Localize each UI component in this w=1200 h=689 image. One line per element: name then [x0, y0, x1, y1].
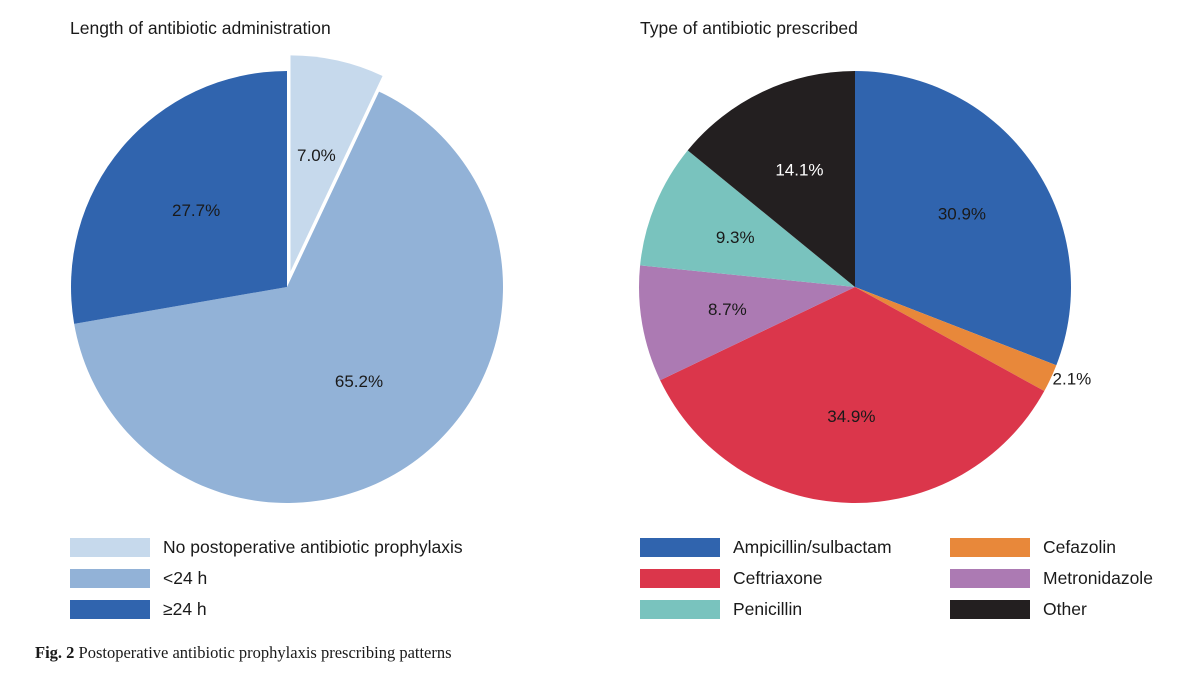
legend-swatch	[70, 537, 150, 557]
legend-swatch	[640, 537, 720, 557]
legend-label: Cefazolin	[1043, 536, 1116, 557]
figure-label: Fig. 2	[35, 643, 75, 662]
pie-slice-ampicillin-sulbactam	[855, 71, 1071, 366]
legend-label: Other	[1043, 598, 1087, 619]
data-label-24-h: 27.7%	[172, 201, 220, 220]
chart-title-length: Length of antibiotic administration	[70, 18, 331, 38]
pie-slice-metronidazole	[639, 265, 855, 381]
legend-swatch	[950, 599, 1030, 619]
legend-item-ceftriaxone: Ceftriaxone	[640, 567, 823, 589]
legend-swatch	[70, 599, 150, 619]
legend-item-other: Other	[950, 598, 1087, 620]
data-label-penicillin: 9.3%	[716, 228, 755, 247]
legend-item-penicillin: Penicillin	[640, 598, 802, 620]
pie-slice-24-h	[71, 71, 287, 324]
legend-label: ≥24 h	[163, 598, 207, 619]
figure-caption: Fig. 2 Postoperative antibiotic prophyla…	[35, 643, 452, 663]
legend-item-cefazolin: Cefazolin	[950, 536, 1116, 558]
pie-chart-type: 30.9% 2.1% 34.9% 8.7% 9.3% 14.1%	[639, 71, 1092, 504]
legend-swatch	[70, 568, 150, 588]
legend-item-over-24h: ≥24 h	[70, 598, 207, 620]
data-label-24-h: 65.2%	[335, 372, 383, 391]
legend-label: Penicillin	[733, 598, 803, 619]
legend-swatch	[640, 599, 720, 619]
pie-slice-ceftriaxone	[660, 287, 1045, 504]
legend-item-no-prophylaxis: No postoperative antibiotic prophylaxis	[70, 536, 463, 558]
legend-swatch	[950, 568, 1030, 588]
data-label-ceftriaxone: 34.9%	[827, 407, 875, 426]
pie-slice-24-h	[74, 91, 504, 504]
legend-item-ampicillin-sulbactam: Ampicillin/sulbactam	[640, 536, 892, 558]
data-label-metronidazole: 8.7%	[708, 300, 747, 319]
legend-label: Metronidazole	[1043, 567, 1153, 588]
pie-slice-other	[687, 71, 855, 287]
legend-swatch	[640, 568, 720, 588]
legend-label: No postoperative antibiotic prophylaxis	[163, 536, 463, 557]
legend-label: <24 h	[163, 567, 208, 588]
pie-chart-length: 7.0% 65.2% 27.7%	[71, 55, 504, 504]
pie-slice-no-postoperative-antibiotic-prophylaxis	[290, 55, 383, 272]
legend-swatch	[950, 537, 1030, 557]
data-label-ampicillin-sulbactam: 30.9%	[938, 204, 986, 223]
data-label-other: 14.1%	[775, 160, 823, 179]
legend-item-under-24h: <24 h	[70, 567, 207, 589]
data-label-cefazolin: 2.1%	[1053, 370, 1092, 389]
figure-caption-text: Postoperative antibiotic prophylaxis pre…	[78, 643, 452, 662]
legend-item-metronidazole: Metronidazole	[950, 567, 1153, 589]
legend-label: Ceftriaxone	[733, 567, 823, 588]
legend-label: Ampicillin/sulbactam	[733, 536, 892, 557]
chart-title-type: Type of antibiotic prescribed	[640, 18, 858, 38]
data-label-no-postoperative-antibiotic-prophylaxis: 7.0%	[297, 146, 336, 165]
pie-slice-cefazolin	[855, 287, 1057, 392]
pie-slice-penicillin	[640, 150, 855, 287]
